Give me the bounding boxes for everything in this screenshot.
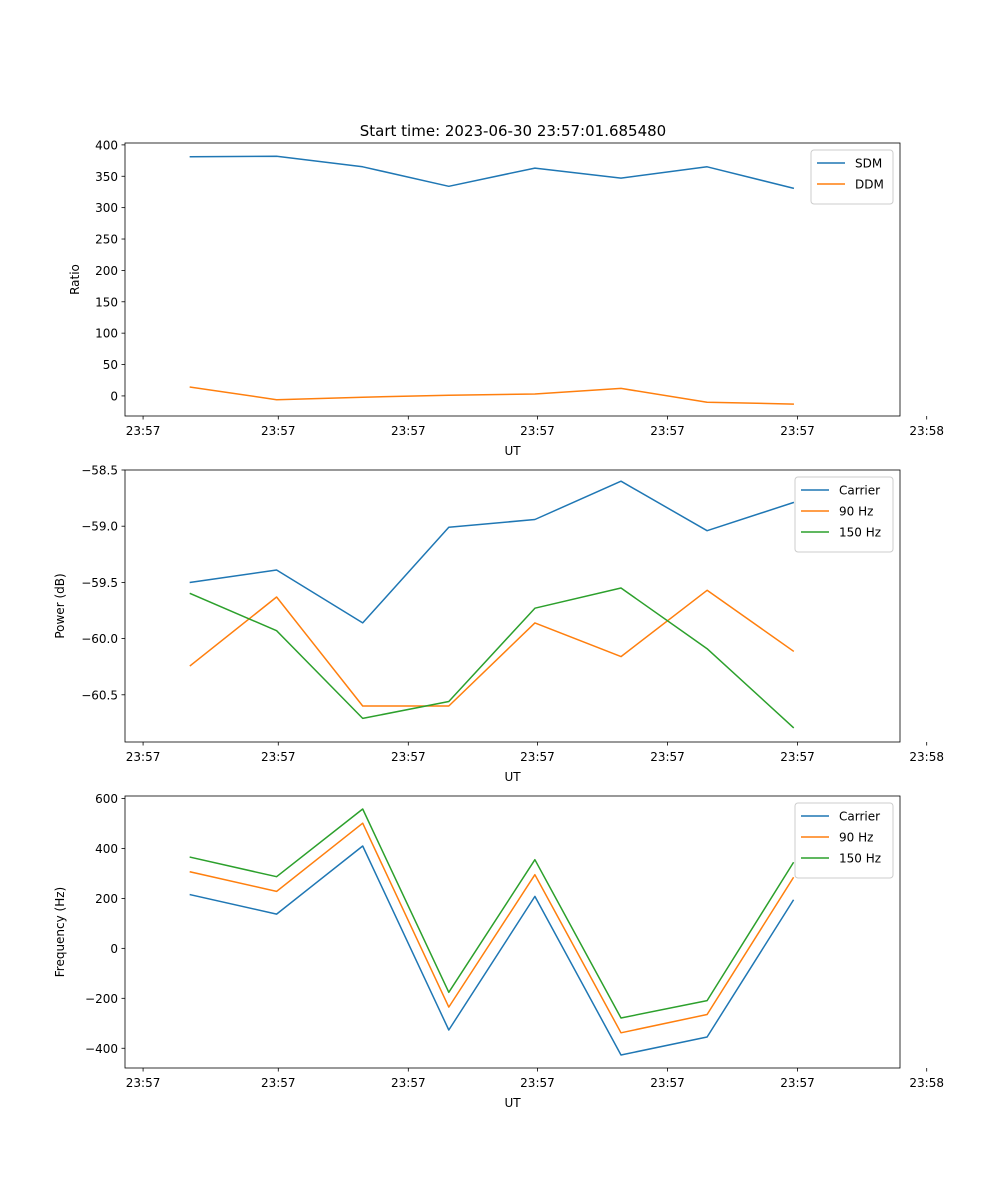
y-tick-label: 350 (95, 170, 118, 184)
y-tick-label: 0 (110, 942, 118, 956)
x-tick-label: 23:57 (650, 1076, 685, 1090)
x-tick-label: 23:57 (391, 424, 426, 438)
y-tick-label: −400 (85, 1042, 118, 1056)
x-tick-label: 23:57 (650, 424, 685, 438)
series-line-carrier (189, 480, 795, 624)
legend-label: DDM (855, 178, 884, 192)
x-tick-label: 23:58 (909, 424, 944, 438)
series-line-150-hz (189, 587, 795, 729)
x-tick-label: 23:57 (780, 1076, 815, 1090)
legend-frame (794, 802, 894, 879)
y-tick-label: −200 (85, 992, 118, 1006)
series-line-ddm (189, 386, 794, 405)
legend-label: 150 Hz (839, 852, 881, 866)
x-tick-label: 23:57 (391, 1076, 426, 1090)
legend-label: Carrier (839, 810, 880, 824)
legend-label: 90 Hz (839, 831, 873, 845)
series-line-150-hz (189, 808, 795, 1019)
chart-panel-3: −400 −200 0 200 400 600 23:57 23:57 23:57 23:57 23… (53, 792, 944, 1110)
y-tick-label: −58.5 (81, 464, 118, 478)
x-tick-label: 23:57 (126, 1076, 161, 1090)
legend: Carrier 90 Hz 150 Hz (794, 802, 894, 879)
y-tick-label: 50 (103, 358, 118, 372)
axes-frame (124, 795, 901, 1069)
x-tick-label: 23:57 (650, 750, 685, 764)
series-line-90-hz (189, 589, 795, 707)
chart-panel-2: −60.5 −60.0 −59.5 −59.0 −58.5 23:57 23:57 23:57… (53, 464, 944, 785)
y-tick-label: 200 (95, 892, 118, 906)
x-tick-label: 23:57 (126, 424, 161, 438)
y-axis-label: Power (dB) (53, 573, 67, 638)
x-tick-label: 23:58 (909, 1076, 944, 1090)
x-axis-label: UT (504, 770, 521, 784)
legend-frame (794, 476, 894, 553)
legend: SDM DDM (810, 149, 894, 205)
y-tick-label: 150 (95, 295, 118, 309)
legend: Carrier 90 Hz 150 Hz (794, 476, 894, 553)
x-tick-label: 23:57 (780, 750, 815, 764)
legend-label: 150 Hz (839, 526, 881, 540)
x-tick-label: 23:57 (520, 424, 555, 438)
series-line-sdm (189, 155, 795, 190)
panels: 0 50 100 150 200 250 300 350 400 23:57 23:57 23:57 2… (53, 138, 944, 1110)
legend-label: 90 Hz (839, 505, 873, 519)
y-tick-label: 300 (95, 201, 118, 215)
y-tick-label: 250 (95, 233, 118, 247)
series-line-carrier (189, 845, 795, 1056)
legend-label: SDM (855, 157, 882, 171)
y-tick-label: 0 (110, 389, 118, 403)
y-axis-label: Ratio (68, 264, 82, 295)
y-tick-label: −59.5 (81, 576, 118, 590)
x-tick-label: 23:57 (261, 424, 296, 438)
chart-panel-1: 0 50 100 150 200 250 300 350 400 23:57 23:57 23:57 2… (68, 138, 944, 458)
x-tick-label: 23:57 (261, 750, 296, 764)
legend-label: Carrier (839, 484, 880, 498)
y-tick-label: 200 (95, 264, 118, 278)
figure-title: Start time: 2023-06-30 23:57:01.685480 (360, 122, 666, 140)
y-tick-label: 600 (95, 792, 118, 806)
axes-frame (124, 469, 901, 743)
y-tick-label: −60.5 (81, 688, 118, 702)
x-tick-label: 23:57 (520, 750, 555, 764)
x-tick-label: 23:57 (391, 750, 426, 764)
x-tick-label: 23:57 (520, 1076, 555, 1090)
y-tick-label: 400 (95, 842, 118, 856)
y-tick-label: −60.0 (81, 632, 118, 646)
x-tick-label: 23:58 (909, 750, 944, 764)
x-tick-label: 23:57 (126, 750, 161, 764)
x-axis-label: UT (504, 444, 521, 458)
y-axis-label: Frequency (Hz) (53, 887, 67, 978)
x-tick-label: 23:57 (261, 1076, 296, 1090)
x-axis-label: UT (504, 1096, 521, 1110)
x-tick-label: 23:57 (780, 424, 815, 438)
y-tick-label: −59.0 (81, 520, 118, 534)
y-tick-label: 400 (95, 138, 118, 152)
axes-frame (124, 142, 901, 417)
series-line-90-hz (189, 822, 795, 1034)
y-tick-label: 100 (95, 327, 118, 341)
